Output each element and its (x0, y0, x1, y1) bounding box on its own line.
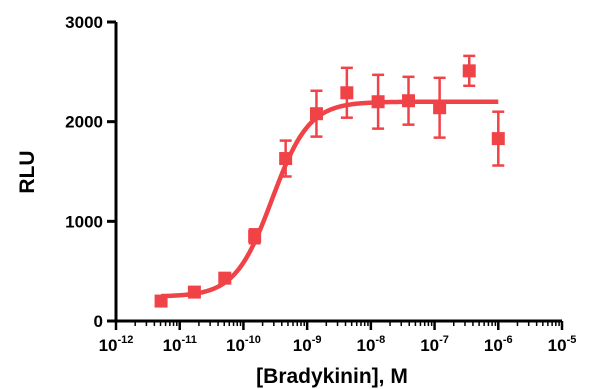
x-tick-label: 10-12 (99, 334, 134, 355)
x-tick-exponent: -11 (182, 334, 197, 346)
data-point (402, 94, 416, 108)
x-tick-exponent: -10 (245, 334, 261, 346)
x-tick-label: 10-10 (226, 334, 261, 355)
x-tick-label: 10-6 (484, 334, 513, 355)
x-tick-base: 10 (293, 336, 312, 355)
x-tick-label: 10-5 (548, 334, 577, 355)
x-tick-exponent: -12 (118, 334, 134, 346)
x-tick-exponent: -6 (503, 334, 513, 346)
data-point (187, 285, 201, 299)
data-point (433, 101, 447, 115)
data-point (340, 86, 354, 100)
x-tick-base: 10 (357, 336, 376, 355)
y-axis-ticks: 0 1000 2000 3000 (65, 13, 116, 331)
data-point (248, 229, 262, 243)
x-tick-label: 10-11 (163, 334, 197, 355)
fit-curve (161, 99, 499, 299)
x-tick-base: 10 (99, 336, 118, 355)
data-point (218, 271, 232, 285)
x-tick-exponent: -7 (439, 334, 449, 346)
y-tick-label: 3000 (65, 13, 103, 32)
data-point (371, 95, 385, 109)
data-point (309, 107, 323, 121)
x-tick-base: 10 (226, 336, 245, 355)
data-points (154, 64, 505, 308)
x-tick-base: 10 (548, 336, 567, 355)
y-tick-label: 2000 (65, 113, 103, 132)
x-tick-label: 10-7 (420, 334, 449, 355)
x-tick-base: 10 (163, 336, 182, 355)
x-axis-title: [Bradykinin], M (256, 365, 408, 388)
data-point (279, 152, 293, 166)
x-tick-label: 10-9 (293, 334, 322, 355)
y-tick-label: 0 (94, 312, 103, 331)
data-point (491, 132, 505, 146)
data-point (462, 64, 476, 78)
x-axis-ticks: 10-12 10-11 10-10 10-9 10-8 10-7 10-6 10-5 (99, 321, 577, 355)
y-axis-title: RLU (16, 150, 39, 193)
x-tick-exponent: -8 (375, 334, 385, 346)
x-tick-exponent: -5 (567, 334, 577, 346)
data-point (154, 294, 168, 308)
error-bars (155, 54, 505, 307)
x-tick-base: 10 (420, 336, 439, 355)
x-tick-label: 10-8 (357, 334, 386, 355)
x-tick-base: 10 (484, 336, 503, 355)
x-tick-exponent: -9 (312, 334, 322, 346)
y-tick-label: 1000 (65, 212, 103, 231)
